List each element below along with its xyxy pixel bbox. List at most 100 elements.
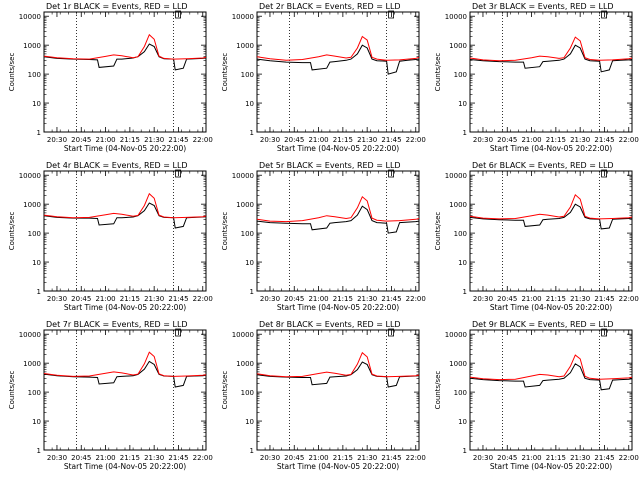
x-tick-label: 21:15 — [120, 295, 140, 303]
x-tick-label: 21:00 — [521, 295, 541, 303]
x-tick-label: 20:30 — [473, 454, 493, 462]
y-tick-label: 1000 — [449, 201, 467, 209]
chart-panel: Det 3r BLACK = Events, RED = LLD 1 10 100 10… — [434, 2, 639, 153]
chart-panel: Det 4r BLACK = Events, RED = LLD 1 10 100 10… — [8, 161, 213, 312]
x-tick-label: 20:30 — [260, 454, 280, 462]
y-tick-label: 10 — [32, 418, 41, 426]
x-axis-label: Start Time (04-Nov-05 20:22:00) — [277, 303, 399, 312]
plot-frame — [469, 329, 633, 451]
y-tick-label: 10 — [458, 100, 467, 108]
events-series-line — [469, 44, 633, 73]
x-tick-label: 21:30 — [357, 454, 377, 462]
x-axis-label: Start Time (04-Nov-05 20:22:00) — [64, 144, 186, 153]
y-tick-label: 100 — [28, 71, 41, 79]
x-tick-label: 20:30 — [473, 295, 493, 303]
chart-panel: Det 7r BLACK = Events, RED = LLD 1 10 100 10… — [8, 320, 213, 471]
y-tick-label: 1 — [250, 129, 254, 137]
x-tick-label: 20:30 — [473, 136, 493, 144]
x-tick-label: 20:30 — [260, 136, 280, 144]
x-axis-label: Start Time (04-Nov-05 20:22:00) — [490, 144, 612, 153]
lld-series-line — [469, 354, 633, 381]
x-tick-label: 21:45 — [168, 454, 188, 462]
x-tick-label: 21:30 — [570, 454, 590, 462]
x-tick-label: 21:00 — [308, 454, 328, 462]
x-tick-label: 20:45 — [71, 295, 91, 303]
x-tick-label: 21:45 — [381, 295, 401, 303]
y-axis-label: Counts/sec — [8, 212, 16, 251]
x-tick-label: 21:30 — [570, 295, 590, 303]
x-tick-label: 21:30 — [144, 136, 164, 144]
plot-frame — [43, 170, 207, 292]
y-tick-label: 100 — [241, 71, 254, 79]
y-tick-label: 10000 — [19, 331, 41, 339]
x-tick-label: 20:45 — [284, 454, 304, 462]
y-tick-label: 1000 — [449, 360, 467, 368]
chart-panel: Det 9r BLACK = Events, RED = LLD 1 10 100 10… — [434, 320, 639, 471]
x-axis-label: Start Time (04-Nov-05 20:22:00) — [64, 462, 186, 471]
chart-title: Det 6r BLACK = Events, RED = LLD — [472, 161, 614, 170]
x-tick-label: 21:15 — [333, 295, 353, 303]
y-tick-label: 1 — [250, 447, 254, 455]
y-tick-label: 10000 — [445, 331, 467, 339]
events-series-line — [469, 363, 633, 391]
chart-title: Det 8r BLACK = Events, RED = LLD — [259, 320, 401, 329]
chart-title: Det 4r BLACK = Events, RED = LLD — [46, 161, 188, 170]
x-tick-label: 20:45 — [497, 454, 517, 462]
chart-panel: Det 6r BLACK = Events, RED = LLD 1 10 100 10… — [434, 161, 639, 312]
x-tick-label: 21:15 — [333, 454, 353, 462]
chart-panel: Det 1r BLACK = Events, RED = LLD 1 10 100 10… — [8, 2, 213, 153]
x-tick-label: 20:45 — [71, 136, 91, 144]
x-tick-label: 21:15 — [546, 454, 566, 462]
x-tick-label: 21:45 — [594, 136, 614, 144]
y-tick-label: 10000 — [19, 13, 41, 21]
y-tick-label: 10 — [245, 100, 254, 108]
x-tick-label: 22:00 — [619, 454, 639, 462]
x-tick-label: 20:30 — [260, 295, 280, 303]
y-tick-label: 1000 — [449, 42, 467, 50]
y-tick-label: 10000 — [445, 172, 467, 180]
y-tick-label: 1 — [37, 447, 41, 455]
x-tick-label: 20:30 — [47, 136, 67, 144]
y-tick-label: 1000 — [23, 42, 41, 50]
y-tick-label: 10000 — [232, 13, 254, 21]
x-tick-label: 21:45 — [168, 136, 188, 144]
y-tick-label: 1 — [463, 129, 467, 137]
x-tick-label: 21:00 — [308, 295, 328, 303]
x-tick-label: 22:00 — [193, 295, 213, 303]
x-tick-label: 22:00 — [406, 136, 426, 144]
chart-panel: Det 2r BLACK = Events, RED = LLD 1 10 100 10… — [221, 2, 426, 153]
x-axis-label: Start Time (04-Nov-05 20:22:00) — [490, 462, 612, 471]
lld-series-line — [256, 35, 420, 61]
lld-series-line — [469, 36, 633, 62]
events-series-line — [256, 361, 420, 388]
x-tick-label: 20:45 — [71, 454, 91, 462]
y-tick-label: 1000 — [236, 201, 254, 209]
x-tick-label: 21:00 — [521, 454, 541, 462]
plot-frame — [469, 11, 633, 133]
y-tick-label: 100 — [28, 389, 41, 397]
events-series-line — [469, 203, 633, 230]
x-tick-label: 21:30 — [144, 295, 164, 303]
x-tick-label: 21:30 — [357, 295, 377, 303]
y-axis-label: Counts/sec — [8, 53, 16, 92]
lld-series-line — [43, 192, 207, 219]
x-tick-label: 22:00 — [193, 136, 213, 144]
x-tick-label: 20:45 — [284, 295, 304, 303]
chart-panel: Det 8r BLACK = Events, RED = LLD 1 10 100 10… — [221, 320, 426, 471]
y-tick-label: 1000 — [236, 360, 254, 368]
y-tick-label: 1 — [37, 129, 41, 137]
x-tick-label: 21:45 — [381, 136, 401, 144]
y-tick-label: 1 — [37, 288, 41, 296]
lld-series-line — [469, 193, 633, 220]
y-tick-label: 10 — [245, 259, 254, 267]
x-tick-label: 21:45 — [594, 295, 614, 303]
y-tick-label: 10 — [32, 259, 41, 267]
chart-title: Det 3r BLACK = Events, RED = LLD — [472, 2, 614, 11]
y-tick-label: 100 — [241, 389, 254, 397]
x-tick-label: 21:45 — [594, 454, 614, 462]
x-tick-label: 21:15 — [333, 136, 353, 144]
y-axis-label: Counts/sec — [434, 212, 442, 251]
y-tick-label: 100 — [454, 389, 467, 397]
x-tick-label: 21:15 — [546, 295, 566, 303]
